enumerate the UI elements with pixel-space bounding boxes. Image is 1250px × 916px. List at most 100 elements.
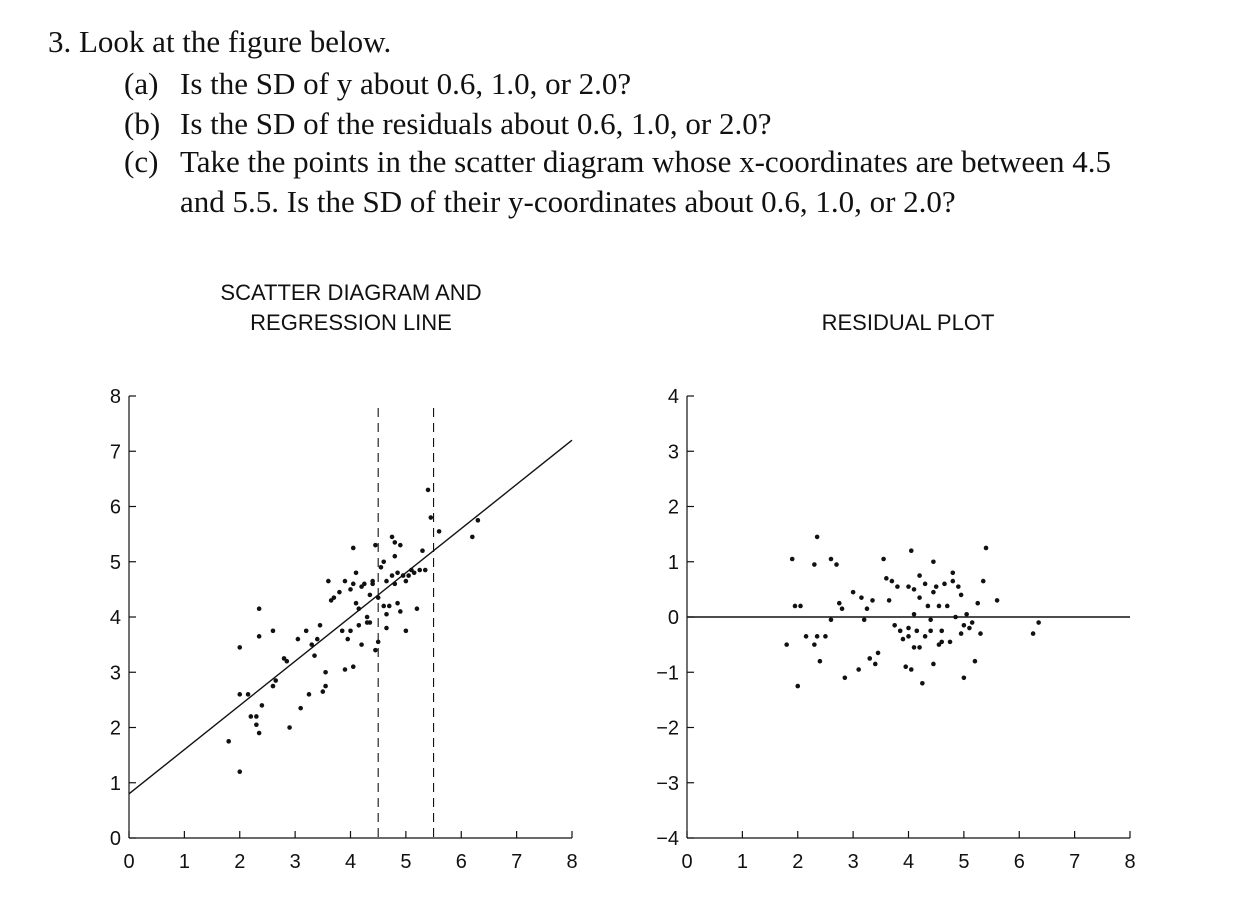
x-tick-label: 5: [958, 851, 969, 873]
data-point: [789, 556, 795, 562]
data-point: [947, 639, 953, 645]
data-point: [323, 683, 328, 689]
data-point: [348, 587, 353, 592]
data-point: [428, 515, 434, 520]
data-point: [373, 647, 378, 653]
data-point: [928, 617, 933, 623]
data-point: [226, 739, 231, 744]
data-point: [939, 628, 945, 634]
data-point: [422, 567, 428, 573]
y-tick-label: −3: [656, 773, 679, 795]
data-point: [353, 600, 359, 606]
x-tick-label: 8: [1124, 851, 1135, 873]
question-part-a: (a) Is the SD of y about 0.6, 1.0, or 2.0…: [124, 64, 631, 104]
data-point: [906, 625, 911, 631]
y-tick-label: 8: [110, 386, 121, 408]
data-point: [850, 589, 856, 595]
data-point: [961, 622, 967, 628]
data-point: [812, 562, 817, 567]
question-stem: Look at the figure below.: [79, 24, 392, 59]
data-point: [1036, 620, 1041, 625]
data-point: [337, 589, 342, 595]
part-label: (c): [124, 144, 159, 179]
data-point: [237, 692, 243, 697]
x-tick-label: 4: [345, 851, 356, 873]
data-point: [884, 576, 889, 581]
data-point: [254, 722, 259, 728]
data-point: [364, 620, 370, 625]
data-point: [897, 628, 903, 634]
data-point: [834, 562, 839, 567]
data-point: [881, 556, 886, 562]
data-point: [425, 487, 431, 493]
data-point: [931, 589, 936, 595]
part-label: (a): [124, 66, 159, 101]
data-point: [958, 631, 964, 636]
data-point: [403, 628, 409, 634]
data-point: [931, 661, 936, 667]
data-point: [950, 570, 956, 576]
data-point: [828, 556, 834, 562]
data-point: [411, 570, 417, 576]
data-point: [403, 578, 409, 584]
data-point: [309, 642, 315, 647]
data-point: [381, 603, 387, 609]
data-point: [803, 634, 809, 639]
data-point: [836, 600, 842, 606]
data-point: [367, 592, 373, 598]
part-text: Is the SD of the residuals about 0.6, 1.…: [180, 106, 772, 141]
data-point: [392, 553, 398, 559]
data-point: [237, 769, 243, 774]
data-point: [906, 634, 911, 639]
question-part-b: (b) Is the SD of the residuals about 0.6,…: [124, 104, 771, 144]
data-point: [323, 669, 328, 675]
y-tick-label: −2: [656, 718, 679, 740]
data-point: [287, 725, 292, 730]
data-point: [856, 667, 861, 672]
x-tick-label: 5: [400, 851, 411, 873]
data-point: [917, 645, 922, 650]
data-point: [348, 628, 353, 634]
y-tick-label: −1: [656, 662, 679, 684]
x-tick-label: 3: [848, 851, 859, 873]
question-part-c-continued: and 5.5. Is the SD of their y-coordinate…: [180, 182, 956, 222]
data-point: [350, 581, 356, 587]
data-point: [356, 622, 362, 628]
data-point: [908, 667, 914, 672]
data-point: [331, 595, 337, 600]
y-tick-label: 1: [668, 552, 679, 574]
data-point: [356, 606, 362, 612]
data-point: [828, 617, 834, 623]
data-point: [306, 692, 312, 697]
data-point: [908, 548, 914, 553]
x-tick-label: 6: [1014, 851, 1025, 873]
y-tick-label: 2: [110, 718, 121, 740]
data-point: [370, 581, 375, 587]
data-point: [270, 628, 276, 634]
data-point: [350, 664, 356, 670]
data-point: [353, 570, 359, 576]
y-tick-label: 0: [668, 607, 679, 629]
data-point: [967, 625, 972, 631]
data-point: [389, 534, 395, 540]
x-tick-label: 2: [792, 851, 803, 873]
data-point: [395, 570, 400, 576]
data-point: [889, 578, 895, 584]
data-point: [983, 545, 989, 551]
chart1-subtitle: REGRESSION LINE: [250, 310, 452, 335]
data-point: [867, 656, 873, 661]
data-point: [975, 600, 981, 606]
data-point: [994, 598, 1000, 603]
data-point: [917, 595, 922, 600]
scatter-regression-chart: 0 1 2 3 4 5 6 7 8 0 1 2 3 4 5 6 7 8: [110, 386, 578, 873]
data-point: [870, 598, 875, 603]
data-point: [784, 642, 789, 647]
data-point: [298, 705, 303, 711]
data-point: [911, 611, 917, 617]
data-point: [925, 603, 931, 609]
data-point: [350, 545, 356, 551]
data-point: [386, 603, 392, 609]
data-point: [364, 614, 370, 620]
data-point: [259, 703, 265, 708]
data-point: [922, 634, 928, 639]
